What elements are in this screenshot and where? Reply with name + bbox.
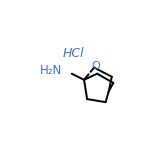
Text: H₂N: H₂N [40,64,62,77]
Text: HCl: HCl [62,47,84,60]
Text: O: O [91,61,100,71]
